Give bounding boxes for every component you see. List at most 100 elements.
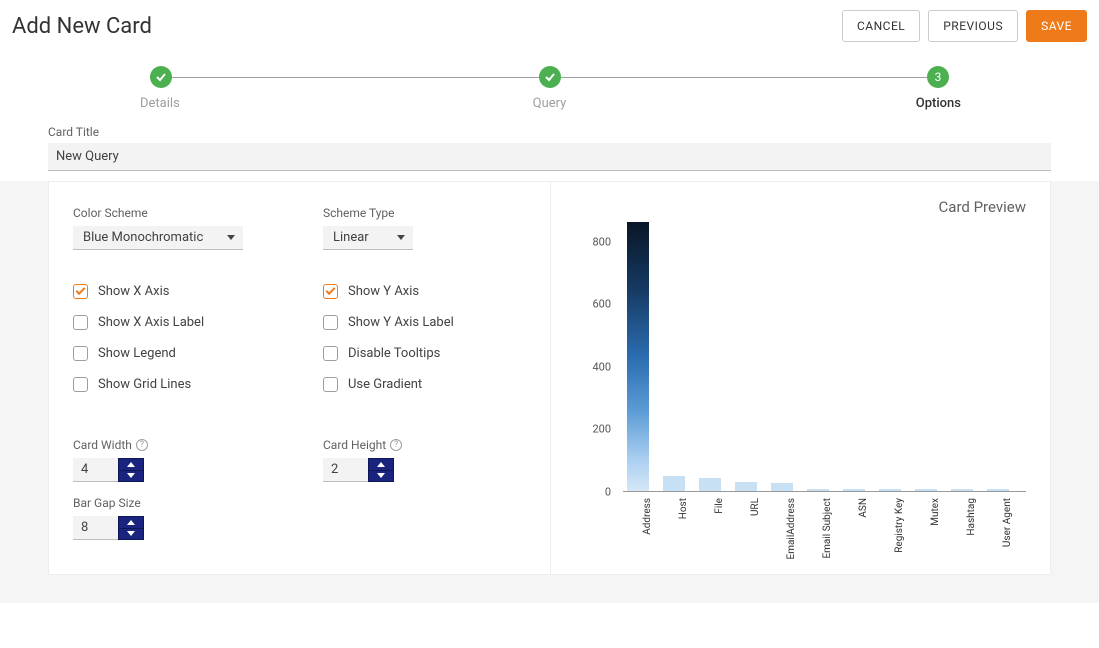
chevron-up-icon <box>127 462 135 467</box>
checkbox-icon <box>323 377 338 392</box>
chevron-down-icon <box>397 235 405 240</box>
checkbox-icon <box>323 284 338 299</box>
step-down-button[interactable] <box>369 471 393 482</box>
chart-bar[interactable] <box>987 489 1009 491</box>
card-title-label: Card Title <box>48 125 1051 139</box>
card-height-input[interactable] <box>323 458 368 482</box>
checkbox-label: Use Gradient <box>348 377 422 392</box>
card-width-label: Card Width ? <box>73 438 323 452</box>
use-gradient-checkbox[interactable]: Use Gradient <box>323 377 526 392</box>
checkbox-label: Show X Axis Label <box>98 315 204 330</box>
chart-bar[interactable] <box>879 489 901 491</box>
chevron-up-icon <box>377 462 385 467</box>
checkbox-label: Show Y Axis <box>348 284 419 299</box>
card-preview-panel: Card Preview 0200400600800 AddressHostFi… <box>551 182 1050 574</box>
card-preview-title: Card Preview <box>561 198 1026 216</box>
card-width-input[interactable] <box>73 458 118 482</box>
check-icon <box>155 71 167 83</box>
help-icon[interactable]: ? <box>136 439 148 451</box>
page-title: Add New Card <box>12 14 152 39</box>
x-tick-label: User Agent <box>1002 498 1013 547</box>
show-x-axis-label-checkbox[interactable]: Show X Axis Label <box>73 315 323 330</box>
disable-tooltips-checkbox[interactable]: Disable Tooltips <box>323 346 526 361</box>
chart-bar[interactable] <box>807 489 829 492</box>
show-y-axis-label-checkbox[interactable]: Show Y Axis Label <box>323 315 526 330</box>
color-scheme-value: Blue Monochromatic <box>83 230 203 245</box>
checkbox-icon <box>73 346 88 361</box>
checkbox-label: Disable Tooltips <box>348 346 440 361</box>
chevron-up-icon <box>127 520 135 525</box>
chevron-down-icon <box>377 473 385 478</box>
chart-bar[interactable] <box>915 489 937 491</box>
x-tick-label: URL <box>750 498 761 516</box>
previous-button[interactable]: PREVIOUS <box>928 10 1018 42</box>
scheme-type-value: Linear <box>333 230 369 245</box>
x-tick-label: Mutex <box>930 498 941 526</box>
show-x-axis-checkbox[interactable]: Show X Axis <box>73 284 323 299</box>
cancel-button[interactable]: CANCEL <box>842 10 920 42</box>
step-query-bubble[interactable] <box>539 66 561 88</box>
step-up-button[interactable] <box>119 517 143 529</box>
save-button[interactable]: SAVE <box>1026 10 1087 42</box>
step-down-button[interactable] <box>119 471 143 482</box>
y-tick-label: 0 <box>605 486 611 499</box>
x-tick-label: Address <box>642 498 653 535</box>
chart-bar[interactable] <box>771 483 793 491</box>
step-line <box>172 77 539 78</box>
chevron-down-icon <box>227 235 235 240</box>
checkbox-icon <box>323 346 338 361</box>
bar-gap-size-input[interactable] <box>73 516 118 540</box>
header-button-group: CANCEL PREVIOUS SAVE <box>842 10 1087 42</box>
color-scheme-label: Color Scheme <box>73 206 323 220</box>
checkbox-icon <box>73 315 88 330</box>
x-tick-label: Host <box>678 498 689 519</box>
y-tick-label: 600 <box>592 298 611 311</box>
check-icon <box>544 71 556 83</box>
show-y-axis-checkbox[interactable]: Show Y Axis <box>323 284 526 299</box>
step-label-options[interactable]: Options <box>695 96 961 111</box>
step-down-button[interactable] <box>119 529 143 540</box>
y-tick-label: 800 <box>592 235 611 248</box>
checkbox-label: Show Grid Lines <box>98 377 191 392</box>
scheme-type-select[interactable]: Linear <box>323 226 413 250</box>
y-tick-label: 400 <box>592 360 611 373</box>
chart-bar[interactable] <box>627 222 649 491</box>
wizard-stepper: 3 <box>150 66 949 88</box>
checkbox-label: Show Y Axis Label <box>348 315 454 330</box>
options-left-panel: Color Scheme Blue Monochromatic Scheme T… <box>49 182 551 574</box>
checkbox-icon <box>73 377 88 392</box>
options-card: Color Scheme Blue Monochromatic Scheme T… <box>48 181 1051 575</box>
chevron-down-icon <box>127 531 135 536</box>
step-label-details[interactable]: Details <box>140 96 406 111</box>
x-tick-label: EmailAddress <box>786 498 797 559</box>
help-icon[interactable]: ? <box>390 439 402 451</box>
checkbox-label: Show X Axis <box>98 284 169 299</box>
card-width-stepper <box>118 458 144 482</box>
chart-bar[interactable] <box>699 478 721 491</box>
bar-gap-size-label: Bar Gap Size <box>73 496 323 510</box>
x-tick-label: Registry Key <box>894 498 905 553</box>
color-scheme-select[interactable]: Blue Monochromatic <box>73 226 243 250</box>
y-tick-label: 200 <box>592 423 611 436</box>
chart-y-axis: 0200400600800 <box>583 220 617 492</box>
chart-bar[interactable] <box>951 489 973 491</box>
step-up-button[interactable] <box>119 459 143 471</box>
chart-plot-area <box>623 220 1026 492</box>
card-height-label: Card Height ? <box>323 438 526 452</box>
chart-bar[interactable] <box>735 482 757 491</box>
chart-bar[interactable] <box>843 489 865 492</box>
step-label-query[interactable]: Query <box>416 96 682 111</box>
show-legend-checkbox[interactable]: Show Legend <box>73 346 323 361</box>
step-up-button[interactable] <box>369 459 393 471</box>
scheme-type-label: Scheme Type <box>323 206 526 220</box>
chart-bar[interactable] <box>663 476 685 491</box>
show-grid-lines-checkbox[interactable]: Show Grid Lines <box>73 377 323 392</box>
x-tick-label: Email Subject <box>822 498 833 559</box>
step-options-bubble[interactable]: 3 <box>927 66 949 88</box>
card-title-input[interactable] <box>48 143 1051 171</box>
bar-gap-size-stepper <box>118 516 144 540</box>
step-details-bubble[interactable] <box>150 66 172 88</box>
preview-chart: 0200400600800 AddressHostFileURLEmailAdd… <box>583 220 1026 536</box>
checkbox-icon <box>73 284 88 299</box>
x-tick-label: Hashtag <box>966 498 977 536</box>
